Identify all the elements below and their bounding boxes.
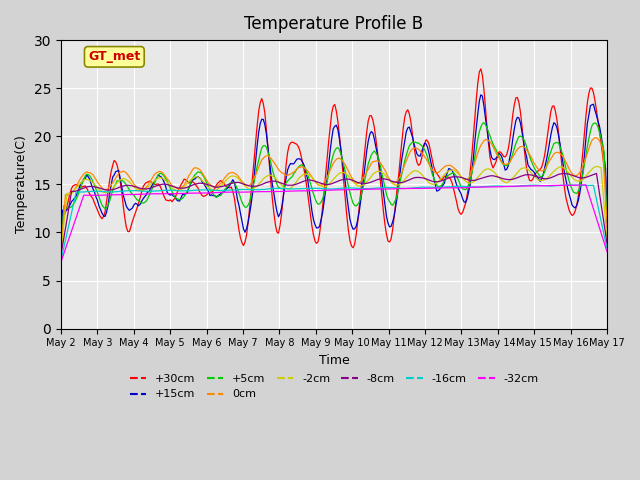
0cm [247,181,255,187]
-32cm [238,189,246,195]
-32cm [247,189,255,195]
X-axis label: Time: Time [319,354,349,367]
-8cm [238,180,246,186]
+30cm [247,189,255,195]
-16cm [574,182,582,188]
-32cm [57,259,65,265]
+15cm [57,246,65,252]
Line: 0cm: 0cm [61,138,607,252]
Line: -32cm: -32cm [61,185,607,262]
+5cm [124,184,132,190]
Line: -16cm: -16cm [61,185,607,261]
-8cm [593,170,600,176]
-32cm [296,188,303,194]
-2cm [220,180,228,186]
Line: +30cm: +30cm [61,69,607,257]
-2cm [124,178,132,184]
Title: Temperature Profile B: Temperature Profile B [244,15,424,33]
+5cm [296,163,303,168]
+5cm [57,252,65,257]
-16cm [220,188,228,193]
+30cm [57,254,65,260]
-8cm [220,183,228,189]
+15cm [238,218,246,224]
Line: -2cm: -2cm [61,167,607,253]
-16cm [247,187,255,192]
0cm [238,179,246,184]
-2cm [57,250,65,256]
+30cm [574,194,582,200]
+30cm [238,240,246,246]
-16cm [57,258,65,264]
+30cm [296,147,303,153]
0cm [593,135,600,141]
-2cm [247,187,255,192]
+5cm [238,199,246,205]
0cm [57,249,65,254]
-16cm [238,187,246,192]
+15cm [477,92,484,98]
-16cm [604,246,611,252]
-8cm [124,182,132,188]
+15cm [296,156,303,162]
-2cm [238,180,246,185]
Line: -8cm: -8cm [61,173,607,255]
0cm [604,222,611,228]
Legend: +30cm, +15cm, +5cm, 0cm, -2cm, -8cm, -16cm, -32cm: +30cm, +15cm, +5cm, 0cm, -2cm, -8cm, -16… [125,370,543,404]
0cm [124,172,132,178]
0cm [220,176,228,182]
-2cm [604,238,611,243]
+30cm [124,228,132,234]
+15cm [124,206,132,212]
+30cm [604,225,611,230]
-16cm [124,188,132,193]
+30cm [220,180,228,186]
-32cm [220,189,228,195]
+5cm [220,188,228,193]
+15cm [604,219,611,225]
-32cm [124,192,132,197]
-8cm [296,180,303,186]
Text: GT_met: GT_met [88,50,140,63]
-8cm [604,242,611,248]
+30cm [477,66,484,72]
Y-axis label: Temperature(C): Temperature(C) [15,135,28,233]
+15cm [220,189,228,194]
-8cm [247,183,255,189]
-16cm [562,182,570,188]
-16cm [296,186,303,192]
+15cm [247,202,255,207]
0cm [573,173,580,179]
-32cm [582,182,589,188]
+5cm [247,192,255,198]
-2cm [296,174,303,180]
Line: +15cm: +15cm [61,95,607,249]
+5cm [480,120,488,125]
-32cm [604,249,611,255]
-8cm [57,252,65,258]
-32cm [573,182,580,188]
Line: +5cm: +5cm [61,122,607,254]
+5cm [604,219,611,225]
-2cm [573,178,580,184]
-8cm [573,174,580,180]
0cm [296,165,303,170]
+15cm [574,198,582,204]
+5cm [574,188,582,194]
-2cm [593,164,600,169]
